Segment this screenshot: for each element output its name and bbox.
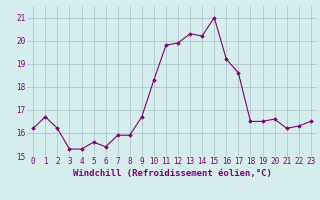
X-axis label: Windchill (Refroidissement éolien,°C): Windchill (Refroidissement éolien,°C) — [73, 169, 271, 178]
